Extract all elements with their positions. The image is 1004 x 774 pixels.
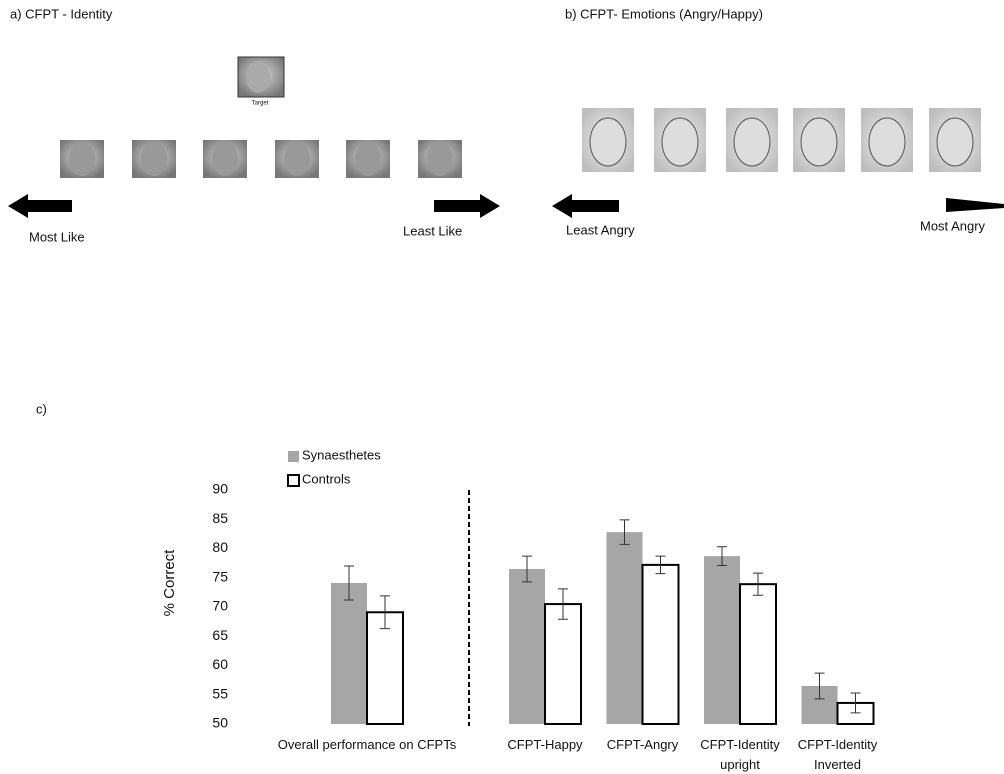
- y-tick-label: 65: [212, 627, 228, 643]
- y-tick-label: 80: [212, 539, 228, 555]
- arrow-right: [946, 198, 1004, 212]
- y-tick-label: 70: [212, 598, 228, 614]
- x-tick-label: Overall performance on CFPTs: [277, 737, 457, 752]
- x-tick-label: CFPT-Identity upright: [700, 737, 780, 772]
- bar: [331, 583, 367, 724]
- error-bar: [717, 546, 727, 566]
- error-bar: [814, 672, 825, 700]
- least-like-label: Least Like: [403, 223, 462, 238]
- error-bar: [522, 555, 532, 583]
- identity-faces: [60, 140, 462, 178]
- error-bar: [380, 595, 390, 630]
- arrow-left: [8, 194, 72, 218]
- error-bar: [344, 565, 354, 601]
- arrow-left: [552, 194, 619, 218]
- y-axis-label: % Correct: [161, 549, 178, 617]
- bar: [544, 603, 582, 726]
- y-tick-label: 55: [212, 685, 228, 701]
- legend-label: Synaesthetes: [302, 447, 381, 462]
- error-bar: [655, 555, 666, 575]
- target-label: Target: [252, 101, 269, 107]
- bar: [606, 532, 643, 724]
- emotion-faces: [582, 108, 981, 172]
- target-face: [237, 56, 285, 98]
- error-bar: [619, 519, 630, 545]
- x-tick-label: CFPT-Angry: [606, 737, 679, 752]
- y-tick-label: 75: [212, 568, 228, 584]
- bar: [509, 568, 545, 724]
- legend-swatch: [288, 451, 299, 462]
- arrow-right: [434, 194, 500, 218]
- bar: [739, 583, 777, 725]
- bar: [704, 556, 740, 724]
- most-angry-label: Most Angry: [920, 218, 986, 233]
- most-like-label: Most Like: [29, 229, 85, 244]
- legend-swatch: [287, 474, 300, 487]
- x-tick-label: CFPT-Identity Inverted: [797, 737, 878, 772]
- error-bar: [558, 588, 568, 620]
- error-bar: [753, 572, 763, 596]
- legend-label: Controls: [302, 471, 351, 486]
- x-tick-label: CFPT-Happy: [507, 737, 583, 752]
- y-tick-label: 85: [212, 510, 228, 526]
- error-bar: [850, 692, 861, 714]
- panel-b-title: b) CFPT- Emotions (Angry/Happy): [565, 6, 763, 21]
- panel-a-title: a) CFPT - Identity: [10, 6, 113, 21]
- bar: [366, 611, 404, 726]
- panel-c-title: c): [36, 401, 47, 416]
- bar: [641, 563, 680, 725]
- y-tick-label: 90: [212, 481, 228, 497]
- y-tick-label: 60: [212, 656, 228, 672]
- y-tick-label: 50: [212, 715, 228, 731]
- least-angry-label: Least Angry: [566, 222, 635, 237]
